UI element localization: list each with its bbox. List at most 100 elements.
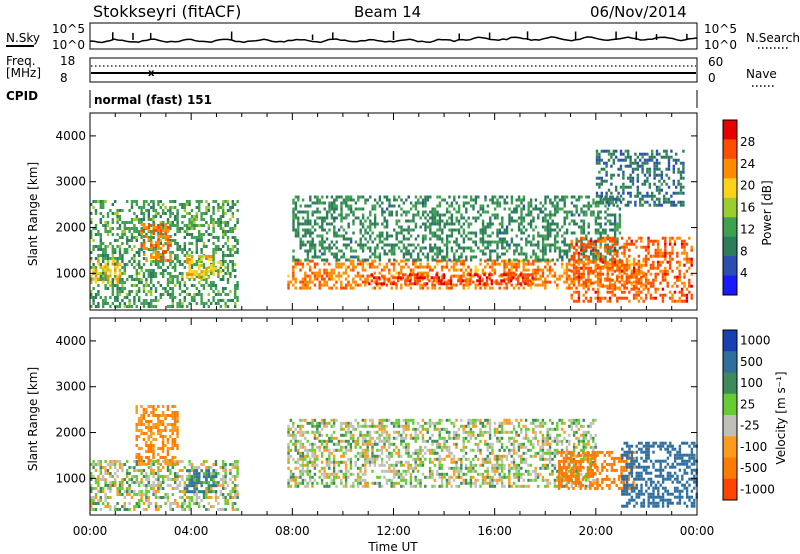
range-cell [92, 227, 95, 230]
range-cell [297, 216, 300, 220]
range-cell [147, 272, 150, 275]
range-cell [234, 490, 237, 493]
range-cell [510, 268, 513, 272]
range-cell [592, 201, 595, 205]
range-cell [347, 258, 350, 262]
range-cell [222, 299, 225, 302]
range-cell [186, 233, 189, 236]
range-cell [345, 198, 348, 202]
range-cell [549, 234, 552, 238]
range-cell [616, 251, 619, 255]
range-cell [556, 258, 559, 262]
range-cell [128, 478, 131, 481]
range-cell [679, 203, 683, 207]
range-cell [441, 237, 444, 241]
range-cell [159, 293, 162, 296]
range-cell [637, 236, 641, 240]
range-cell [484, 271, 487, 275]
range-cell [297, 219, 300, 223]
range-cell [580, 210, 583, 214]
range-cell [224, 466, 227, 469]
range-cell [606, 290, 609, 294]
range-cell [683, 293, 686, 297]
range-cell [118, 248, 122, 251]
range-cell [195, 200, 198, 203]
range-cell [188, 212, 191, 215]
range-cell [116, 493, 119, 496]
range-cell [166, 414, 170, 417]
range-cell [316, 222, 319, 226]
range-cell [491, 268, 494, 272]
range-cell [354, 265, 357, 269]
range-cell [565, 265, 569, 269]
range-cell [443, 255, 446, 259]
range-cell [150, 463, 153, 466]
range-cell [565, 195, 569, 199]
range-cell [490, 273, 493, 277]
range-cell [594, 231, 598, 235]
range-cell [145, 450, 148, 453]
range-cell [198, 203, 201, 206]
range-cell [219, 264, 223, 267]
range-cell [580, 272, 583, 276]
range-cell [627, 152, 630, 156]
range-cell [632, 284, 636, 288]
range-cell [222, 233, 225, 236]
range-cell [596, 287, 600, 291]
range-cell [306, 262, 309, 266]
range-cell [531, 276, 534, 280]
range-cell [688, 266, 691, 270]
range-cell [431, 283, 434, 287]
range-cell [176, 505, 179, 508]
range-cell [121, 272, 124, 275]
range-cell [222, 236, 225, 239]
range-cell [455, 210, 458, 214]
range-cell [505, 273, 508, 277]
range-cell [364, 231, 367, 235]
range-cell [373, 237, 377, 241]
range-cell [217, 472, 220, 475]
range-cell [128, 227, 131, 230]
range-cell [102, 257, 105, 260]
range-cell [604, 243, 607, 247]
range-cell [328, 246, 331, 250]
range-cell [582, 245, 585, 249]
range-cell [121, 287, 124, 290]
range-cell [445, 262, 449, 266]
range-cell [118, 209, 122, 212]
range-cell [236, 299, 239, 302]
range-cell [667, 167, 671, 171]
range-cell [150, 224, 153, 227]
range-cell [157, 496, 160, 499]
range-cell [424, 271, 427, 275]
range-cell [142, 408, 146, 411]
range-cell [622, 152, 625, 156]
range-cell [671, 296, 674, 300]
range-cell [128, 275, 131, 278]
range-cell [311, 255, 314, 259]
range-cell [549, 228, 552, 232]
range-cell [176, 305, 179, 308]
range-cell [210, 287, 213, 290]
range-cell [147, 447, 150, 450]
range-cell [183, 296, 186, 299]
range-cell [210, 284, 213, 287]
range-cell [325, 280, 329, 284]
range-cell [493, 249, 497, 253]
range-cell [294, 201, 298, 205]
range-cell [126, 296, 129, 299]
range-cell [171, 296, 174, 299]
range-cell [474, 216, 478, 220]
range-cell [682, 176, 685, 180]
range-cell [433, 219, 437, 223]
range-cell [600, 182, 603, 186]
range-cell [188, 475, 191, 478]
range-cell [431, 249, 434, 253]
range-cell [142, 203, 146, 206]
range-cell [171, 275, 174, 278]
range-cell [606, 243, 610, 247]
range-cell [649, 281, 653, 285]
range-cell [409, 282, 412, 286]
range-cell [390, 274, 393, 278]
range-cell [445, 201, 449, 205]
